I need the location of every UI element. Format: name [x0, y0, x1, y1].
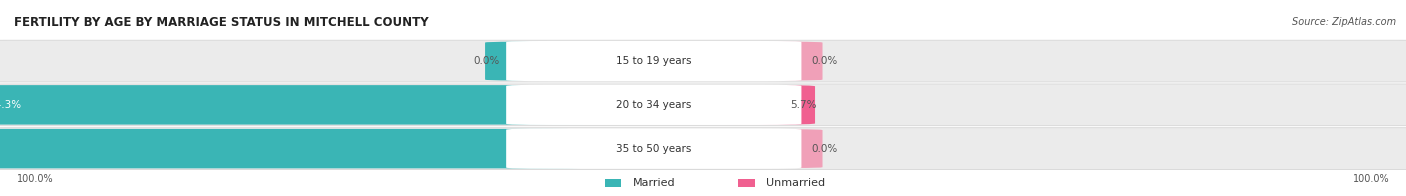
Text: Unmarried: Unmarried	[766, 178, 825, 188]
Text: 5.7%: 5.7%	[790, 100, 817, 110]
FancyBboxPatch shape	[506, 129, 801, 169]
FancyBboxPatch shape	[717, 85, 815, 125]
FancyBboxPatch shape	[0, 129, 591, 168]
Text: 0.0%: 0.0%	[472, 56, 499, 66]
FancyBboxPatch shape	[731, 129, 823, 168]
FancyBboxPatch shape	[0, 84, 1406, 126]
FancyBboxPatch shape	[506, 41, 801, 81]
Text: Married: Married	[633, 178, 675, 188]
Text: 100.0%: 100.0%	[17, 174, 53, 184]
Text: 35 to 50 years: 35 to 50 years	[616, 144, 692, 154]
FancyBboxPatch shape	[0, 40, 1406, 82]
Text: 100.0%: 100.0%	[1353, 174, 1389, 184]
Text: Source: ZipAtlas.com: Source: ZipAtlas.com	[1292, 17, 1396, 27]
Text: 94.3%: 94.3%	[0, 100, 21, 110]
FancyBboxPatch shape	[506, 85, 801, 125]
Text: 0.0%: 0.0%	[811, 144, 838, 154]
Text: 15 to 19 years: 15 to 19 years	[616, 56, 692, 66]
FancyBboxPatch shape	[738, 180, 755, 187]
FancyBboxPatch shape	[485, 42, 576, 80]
FancyBboxPatch shape	[0, 128, 1406, 170]
Text: FERTILITY BY AGE BY MARRIAGE STATUS IN MITCHELL COUNTY: FERTILITY BY AGE BY MARRIAGE STATUS IN M…	[14, 16, 429, 29]
Text: 0.0%: 0.0%	[811, 56, 838, 66]
FancyBboxPatch shape	[731, 42, 823, 80]
Text: 20 to 34 years: 20 to 34 years	[616, 100, 692, 110]
FancyBboxPatch shape	[0, 85, 591, 125]
FancyBboxPatch shape	[605, 180, 621, 187]
